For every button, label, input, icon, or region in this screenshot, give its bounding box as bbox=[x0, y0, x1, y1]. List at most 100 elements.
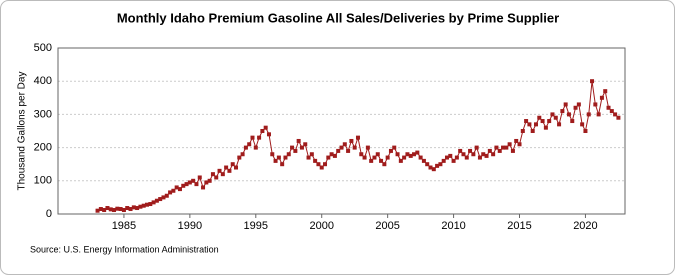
point bbox=[115, 206, 120, 211]
point bbox=[309, 152, 314, 157]
point bbox=[514, 138, 519, 143]
point bbox=[290, 145, 295, 150]
point bbox=[148, 202, 153, 207]
point bbox=[487, 148, 492, 153]
point bbox=[553, 115, 558, 120]
point bbox=[303, 142, 308, 147]
point bbox=[158, 197, 163, 202]
point bbox=[342, 142, 347, 147]
point bbox=[570, 119, 575, 124]
point bbox=[250, 135, 255, 140]
point bbox=[201, 185, 206, 190]
point bbox=[491, 152, 496, 157]
point bbox=[187, 180, 192, 185]
point bbox=[421, 158, 426, 163]
point bbox=[603, 89, 608, 94]
chart-title: Monthly Idaho Premium Gasoline All Sales… bbox=[117, 10, 559, 25]
point bbox=[151, 200, 156, 205]
point bbox=[234, 165, 239, 170]
point bbox=[474, 145, 479, 150]
point bbox=[243, 145, 248, 150]
point bbox=[210, 172, 215, 177]
point bbox=[477, 155, 482, 160]
point bbox=[504, 145, 509, 150]
plot-border bbox=[57, 47, 626, 215]
point bbox=[257, 135, 262, 140]
x-tick-label: 2015 bbox=[507, 220, 531, 232]
point bbox=[392, 145, 397, 150]
point bbox=[346, 148, 351, 153]
point bbox=[461, 152, 466, 157]
point bbox=[177, 187, 182, 192]
point bbox=[438, 162, 443, 167]
point bbox=[540, 119, 545, 124]
point bbox=[121, 208, 126, 213]
point bbox=[323, 162, 328, 167]
point bbox=[547, 119, 552, 124]
point bbox=[125, 206, 130, 211]
point bbox=[313, 158, 318, 163]
point bbox=[428, 165, 433, 170]
point bbox=[230, 162, 235, 167]
point bbox=[375, 152, 380, 157]
point bbox=[336, 148, 341, 153]
point bbox=[220, 172, 225, 177]
point bbox=[543, 125, 548, 130]
point bbox=[240, 152, 245, 157]
point bbox=[537, 115, 542, 120]
point bbox=[214, 175, 219, 180]
point bbox=[105, 206, 110, 211]
point bbox=[379, 158, 384, 163]
point bbox=[435, 163, 440, 168]
point bbox=[520, 129, 525, 133]
point bbox=[408, 153, 413, 158]
point bbox=[557, 122, 562, 127]
point bbox=[530, 129, 535, 133]
y-tick-label: 0 bbox=[46, 208, 52, 220]
point bbox=[217, 168, 222, 173]
point bbox=[98, 207, 103, 212]
point bbox=[388, 148, 393, 153]
point bbox=[448, 153, 453, 158]
x-tick-label: 2010 bbox=[441, 220, 465, 232]
x-tick-label: 1995 bbox=[244, 220, 268, 232]
point bbox=[573, 105, 578, 110]
point bbox=[451, 158, 456, 163]
point bbox=[590, 79, 595, 84]
point bbox=[510, 148, 515, 153]
point bbox=[112, 208, 117, 213]
point bbox=[501, 145, 506, 150]
point bbox=[138, 204, 143, 209]
point bbox=[171, 188, 176, 193]
point bbox=[273, 158, 278, 163]
point bbox=[306, 155, 311, 160]
point bbox=[181, 183, 186, 188]
point bbox=[507, 142, 512, 147]
point bbox=[135, 206, 140, 211]
x-tick-label: 2000 bbox=[309, 220, 333, 232]
point bbox=[293, 148, 298, 153]
point bbox=[141, 203, 146, 208]
point bbox=[468, 148, 473, 153]
point bbox=[118, 207, 123, 212]
point bbox=[332, 153, 337, 158]
point bbox=[227, 168, 232, 173]
point bbox=[550, 112, 555, 117]
point bbox=[339, 145, 344, 150]
point bbox=[184, 182, 189, 187]
point bbox=[359, 152, 364, 157]
point bbox=[207, 178, 212, 183]
point bbox=[286, 152, 291, 157]
point bbox=[431, 167, 436, 172]
point bbox=[444, 155, 449, 160]
point bbox=[253, 145, 258, 150]
point bbox=[517, 142, 522, 147]
x-tick-label: 2005 bbox=[375, 220, 399, 232]
point bbox=[316, 162, 321, 167]
point bbox=[382, 162, 387, 167]
y-tick-label: 400 bbox=[34, 75, 52, 87]
point bbox=[586, 112, 591, 117]
point bbox=[566, 112, 571, 117]
point bbox=[402, 155, 407, 160]
